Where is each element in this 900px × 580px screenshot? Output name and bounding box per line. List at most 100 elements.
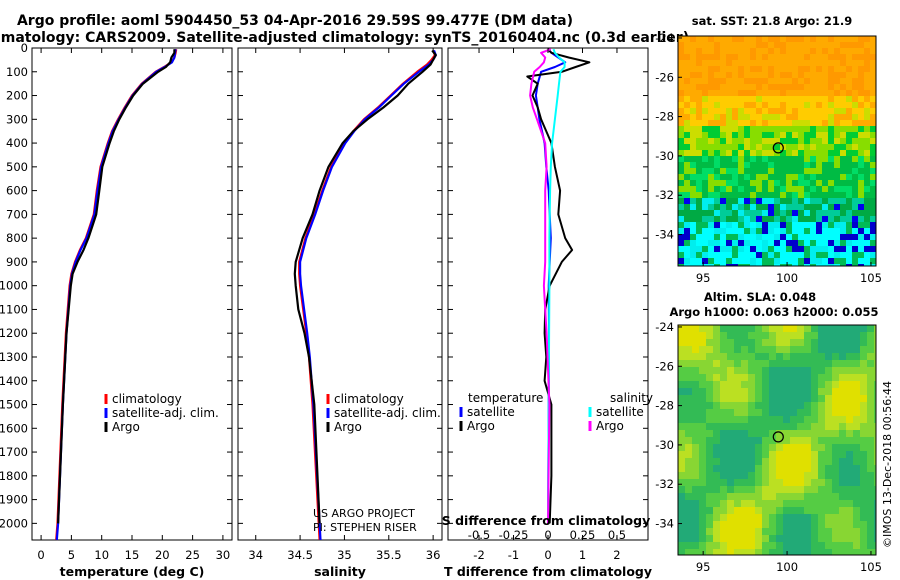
sla-map-cell: [727, 430, 734, 437]
sal-line-climatology: [298, 50, 436, 541]
sla-map-cell: [804, 451, 811, 458]
sst-map-cell: [774, 216, 780, 222]
sla-map-cell: [832, 388, 839, 395]
sst-map-cell: [810, 174, 816, 180]
sla-map-cell: [706, 416, 713, 423]
sla-map-cell: [720, 346, 727, 353]
depth-tick-label: 400: [6, 136, 28, 150]
sst-map-cell: [864, 138, 870, 144]
sla-map-cell: [720, 388, 727, 395]
sla-map-cell: [839, 332, 846, 339]
sla-map-cell: [867, 367, 874, 374]
sst-map-ytick-label: -34: [655, 228, 674, 242]
sla-map-cell: [804, 507, 811, 514]
sla-map-cell: [685, 346, 692, 353]
sla-map-cell: [818, 346, 825, 353]
sla-map-cell: [825, 479, 832, 486]
sst-map-cell: [834, 96, 840, 102]
sla-map-cell: [727, 486, 734, 493]
sst-map-cell: [792, 48, 798, 54]
sla-map-cell: [727, 451, 734, 458]
sst-map-cell: [822, 78, 828, 84]
sla-map-cell: [867, 535, 874, 542]
sst-map-cell: [726, 90, 732, 96]
sla-map-cell: [685, 395, 692, 402]
sla-map-cell: [748, 514, 755, 521]
sst-map-cell: [798, 264, 804, 266]
sla-map-cell: [699, 451, 706, 458]
sst-map-cell: [726, 162, 732, 168]
sst-map-cell: [792, 210, 798, 216]
sla-map-cell: [762, 458, 769, 465]
sst-map-cell: [828, 216, 834, 222]
sla-map-cell: [706, 409, 713, 416]
sla-map-cell: [797, 423, 804, 430]
depth-tick-label: 200: [6, 89, 28, 103]
sst-map-cell: [870, 234, 876, 240]
sst-map-cell: [750, 66, 756, 72]
sla-map-cell: [741, 521, 748, 528]
sla-map-cell: [699, 472, 706, 479]
sst-map-cell: [846, 216, 852, 222]
sla-map-cell: [713, 451, 720, 458]
sst-map-cell: [804, 228, 810, 234]
sla-map-cell: [811, 451, 818, 458]
sst-map-cell: [702, 228, 708, 234]
sst-map-cell: [684, 120, 690, 126]
sst-map-cell: [780, 60, 786, 66]
sst-map-cell: [690, 36, 696, 42]
sla-map-cell: [811, 514, 818, 521]
sst-map-cell: [696, 132, 702, 138]
sla-map-cell: [797, 507, 804, 514]
sla-map-cell: [692, 388, 699, 395]
sla-map-cell: [804, 395, 811, 402]
sla-map-cell: [853, 360, 860, 367]
sla-map-cell: [839, 353, 846, 360]
sla-map-cell: [692, 367, 699, 374]
sst-map-cell: [834, 228, 840, 234]
sst-map-cell: [798, 114, 804, 120]
sla-map-cell: [685, 549, 692, 555]
sst-map-cell: [840, 72, 846, 78]
sst-map-cell: [768, 216, 774, 222]
sla-map-cell: [853, 493, 860, 500]
sla-map-cell: [832, 360, 839, 367]
sst-map-cell: [774, 246, 780, 252]
sla-map-cell: [853, 500, 860, 507]
sla-map-cell: [832, 528, 839, 535]
sst-map-cell: [852, 126, 858, 132]
diff-line-t-argo: [526, 48, 591, 524]
sst-map-cell: [678, 162, 684, 168]
sst-map-cell: [678, 234, 684, 240]
sla-map-cell: [839, 437, 846, 444]
sst-map-cell: [780, 234, 786, 240]
sst-map-cell: [798, 72, 804, 78]
sla-map-cell: [769, 451, 776, 458]
sst-map-cell: [744, 240, 750, 246]
sla-map-cell: [692, 472, 699, 479]
sst-map-cell: [822, 216, 828, 222]
sst-map-cell: [768, 132, 774, 138]
sst-map-cell: [792, 72, 798, 78]
sla-map-cell: [839, 409, 846, 416]
sst-map-cell: [726, 48, 732, 54]
sla-map-cell: [734, 353, 741, 360]
sst-map-cell: [780, 252, 786, 258]
sst-map-cell: [822, 66, 828, 72]
sst-map-cell: [678, 252, 684, 258]
sla-map-cell: [783, 388, 790, 395]
sst-map-cell: [678, 138, 684, 144]
sst-map-cell: [870, 264, 876, 266]
sla-map-cell: [797, 500, 804, 507]
sst-map-cell: [828, 132, 834, 138]
sla-map-cell: [692, 374, 699, 381]
sst-map-cell: [756, 252, 762, 258]
sst-map-cell: [678, 54, 684, 60]
sla-map-cell: [790, 514, 797, 521]
sst-map-cell: [792, 252, 798, 258]
sla-map-cell: [776, 346, 783, 353]
sst-map-cell: [834, 42, 840, 48]
sla-map-cell: [699, 507, 706, 514]
sst-map-cell: [720, 174, 726, 180]
